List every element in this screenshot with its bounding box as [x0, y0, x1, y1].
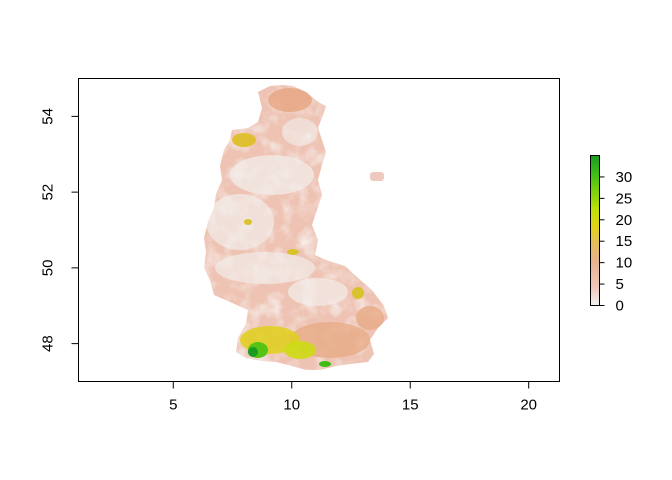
legend-tick-label: 10	[616, 255, 633, 272]
low-patch-east	[288, 278, 348, 306]
x-tick-label: 10	[283, 397, 300, 414]
x-axis: 5 10 15 20	[169, 381, 537, 414]
hotspot-northwest	[232, 133, 256, 147]
x-tick-label: 5	[169, 397, 177, 414]
hotspot-south-yellow	[284, 341, 316, 359]
hotspot-center	[287, 249, 299, 255]
x-tick-label: 15	[402, 397, 419, 414]
y-tick-label: 52	[40, 184, 57, 201]
plot-frame	[78, 78, 560, 382]
y-tick-label: 54	[40, 108, 57, 125]
legend-tick-label: 5	[616, 276, 624, 293]
hotspot-max-green	[248, 347, 258, 357]
low-patch-west	[206, 194, 274, 250]
y-axis: 48 50 52 54	[40, 108, 79, 352]
low-patch-top	[282, 118, 318, 146]
hotspot-east	[352, 287, 364, 299]
legend-tick-label: 0	[616, 298, 624, 315]
raster-layer	[204, 85, 388, 370]
east-island	[370, 172, 384, 181]
hotspot-west	[244, 219, 252, 225]
color-legend: 0 5 10 15 20 25 30	[590, 155, 633, 315]
y-tick-label: 50	[40, 260, 57, 277]
x-tick-label: 20	[520, 397, 537, 414]
legend-ticks: 0 5 10 15 20 25 30	[599, 169, 633, 315]
legend-tick-label: 30	[616, 169, 633, 186]
raster-texture	[204, 85, 388, 370]
legend-tick-label: 20	[616, 212, 633, 229]
y-tick-label: 48	[40, 335, 57, 352]
mid-patch-northeast	[268, 88, 312, 112]
low-patch-north	[230, 155, 314, 195]
hotspot-alps-green	[319, 361, 331, 367]
mid-patch-southeast	[356, 306, 384, 330]
low-patch-center	[215, 252, 315, 284]
legend-tick-label: 15	[616, 233, 633, 250]
legend-tick-label: 25	[616, 190, 633, 207]
legend-colorbar	[590, 155, 600, 306]
